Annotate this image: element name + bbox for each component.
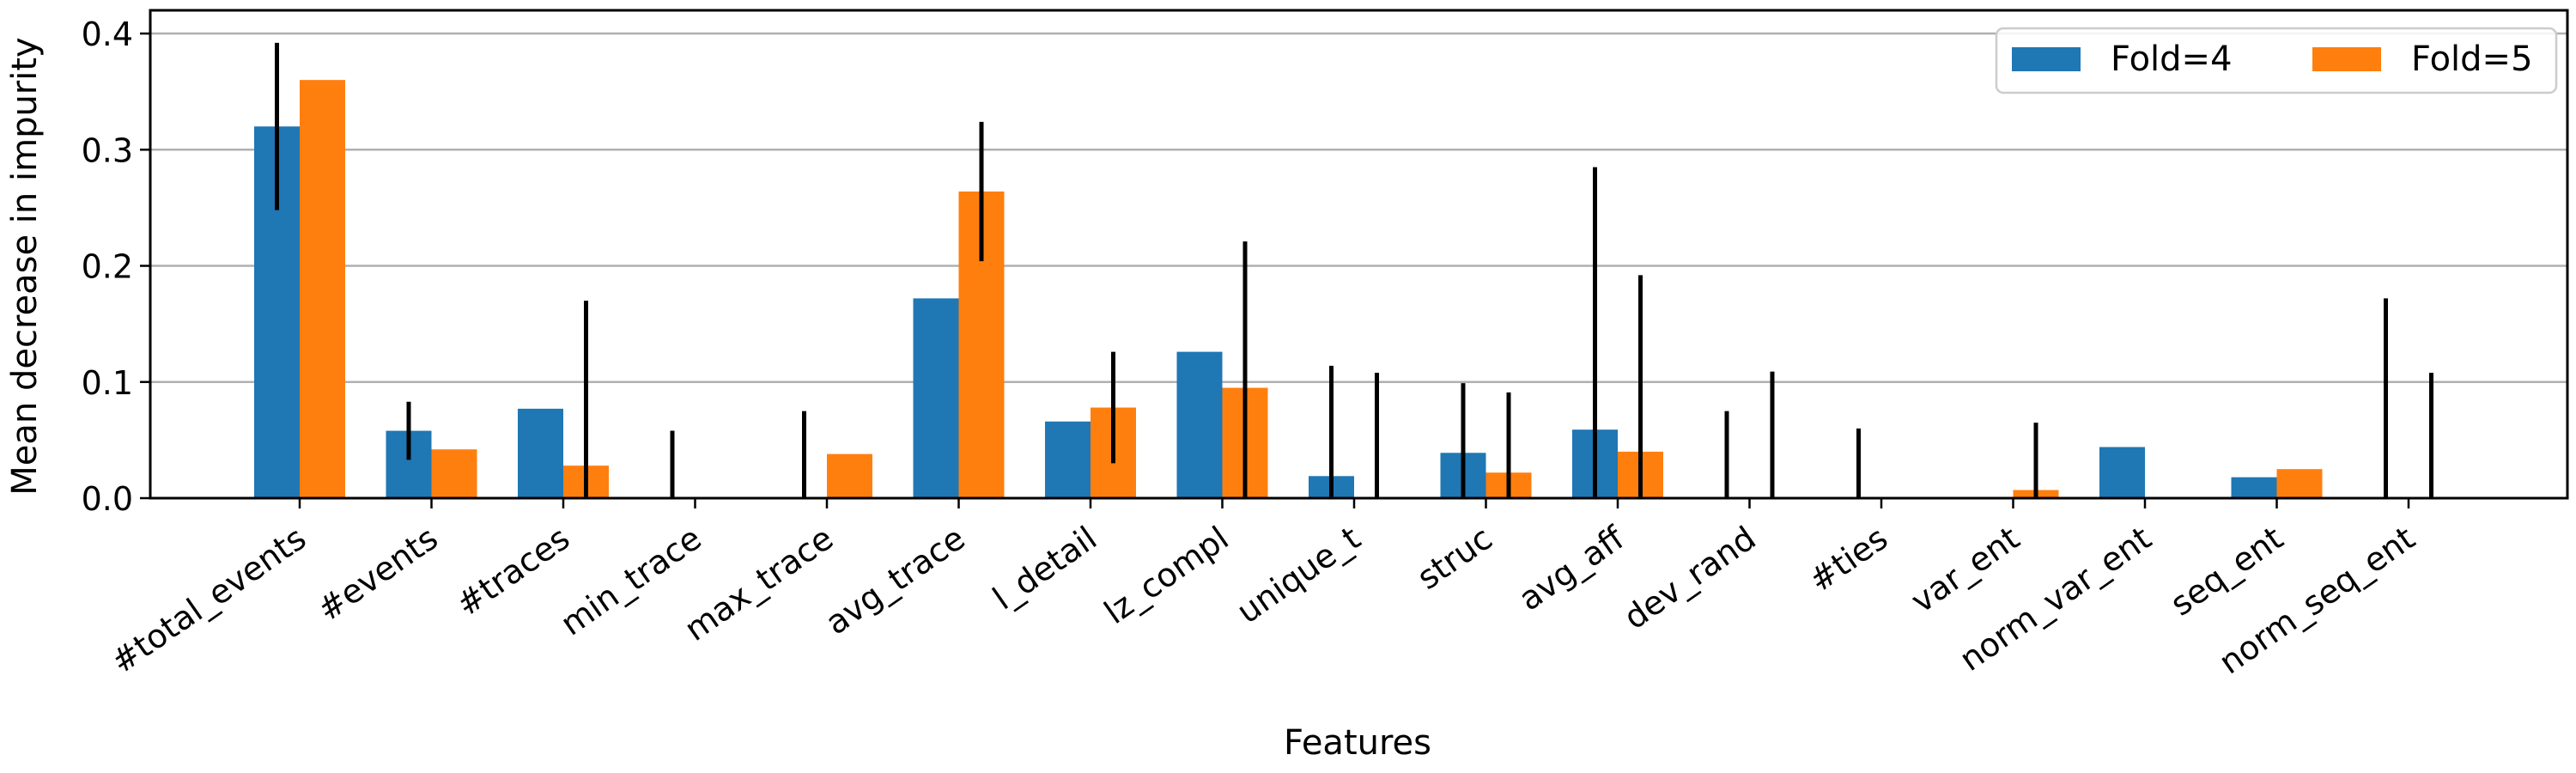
x-tick-label: struc — [1410, 519, 1498, 597]
error-bars — [275, 42, 2433, 498]
y-axis: 0.0 0.1 0.2 0.3 0.4 — [82, 15, 150, 518]
y-tick-label: 0.0 — [82, 480, 133, 518]
gridlines — [150, 32, 2567, 500]
y-axis-label: Mean decrease in impurity — [5, 37, 45, 495]
bar-fold-4 — [2231, 477, 2277, 498]
bar-fold-5 — [2276, 469, 2323, 498]
bar-fold-4 — [913, 298, 959, 498]
x-tick-label: var_ent — [1905, 519, 2026, 620]
bar-fold-4 — [1176, 351, 1223, 498]
bar-fold-5 — [300, 80, 345, 499]
x-axis: #total_events#events #tracesmin_tracemax_… — [104, 498, 2421, 681]
legend-label: Fold=4 — [2111, 40, 2233, 79]
x-tick-label: lz_compl — [1097, 519, 1236, 631]
y-tick-label: 0.1 — [82, 364, 133, 402]
x-tick-label: #events — [311, 519, 445, 629]
y-tick-label: 0.4 — [82, 15, 133, 53]
legend-box — [1995, 27, 2558, 94]
x-tick-label: dev_rand — [1617, 519, 1762, 636]
x-tick-label: avg_aff — [1512, 519, 1631, 618]
legend-swatch — [2312, 47, 2381, 71]
y-tick-label: 0.2 — [82, 248, 133, 286]
x-axis-label: Features — [1284, 723, 1431, 763]
bar-fold-4 — [2099, 447, 2145, 498]
x-tick-label: avg_trace — [818, 519, 971, 642]
x-tick-label: seq_ent — [2164, 519, 2290, 623]
bar-fold-5 — [431, 449, 477, 498]
bars — [254, 80, 2323, 499]
legend-swatch — [2012, 47, 2081, 71]
y-tick-label: 0.3 — [82, 131, 133, 169]
bar-fold-4 — [518, 408, 563, 498]
bar-fold-4 — [1045, 421, 1091, 498]
x-tick-label: #traces — [449, 519, 576, 624]
x-tick-label: #total_events — [104, 519, 313, 680]
plot-frame — [149, 9, 2569, 500]
x-tick-label: l_detail — [986, 519, 1103, 617]
x-tick-label: max_trace — [677, 519, 840, 648]
x-tick-label: unique_t — [1230, 519, 1367, 630]
bar-fold-5 — [827, 453, 872, 498]
legend: Fold=4 Fold=5 — [1995, 27, 2558, 94]
legend-label: Fold=5 — [2411, 40, 2533, 79]
x-tick-label: #ties — [1802, 519, 1895, 600]
